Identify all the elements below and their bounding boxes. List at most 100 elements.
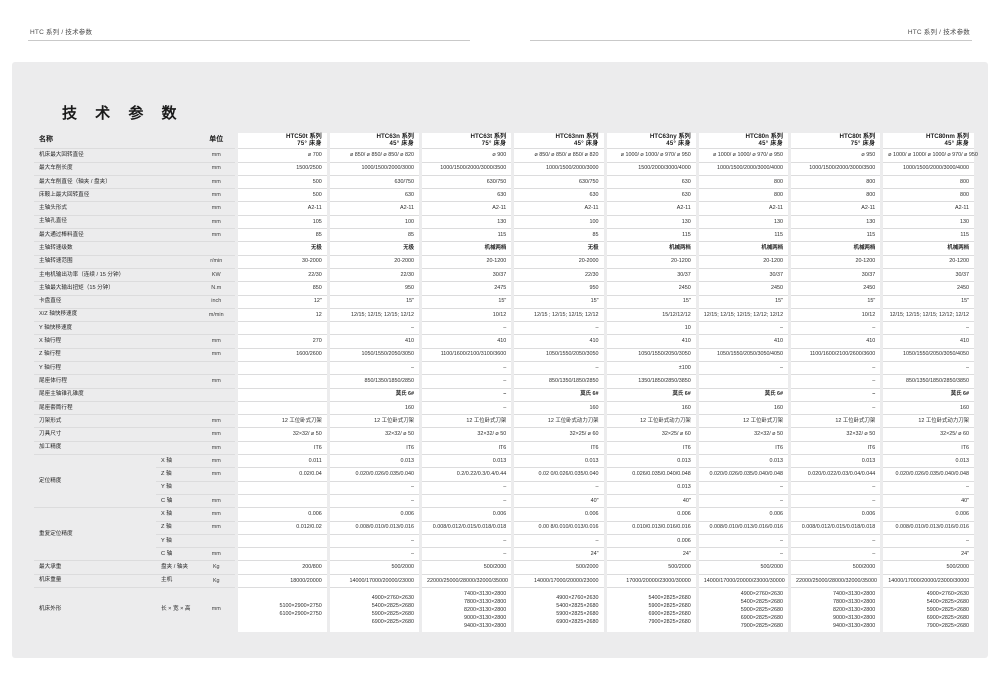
cell-value: 2450 <box>695 281 790 296</box>
cell-line: 410 <box>866 338 876 345</box>
row-sublabel: Y 轴 <box>156 534 198 549</box>
cell-line: 630 <box>405 191 414 198</box>
table-row: 最大通过棒料直径 mm 85 85 115 85 115 115 115 115 <box>34 228 974 243</box>
cell-value: 30/37 <box>880 268 974 283</box>
cell-value: 32×32/ ⌀ 50 <box>695 427 790 442</box>
cell-line: 850/1350/1850/2850 <box>364 378 414 385</box>
cell-line: 1350/1850/2850/3850 <box>638 378 691 385</box>
cell-value: – <box>880 361 974 376</box>
cell-value: 5400×2825×2680 5900×2825×2680 6900×2825×26… <box>603 587 698 632</box>
cell-value: 32×32/ ⌀ 50 <box>418 427 513 442</box>
row-sublabel: Z 轴 <box>156 467 198 482</box>
cell-line: 0.008/0.012/0.015/0.018/0.018 <box>432 524 507 531</box>
cell-line: 85 <box>315 231 322 238</box>
cell-line: 12 工位卧式动力刀架 <box>640 417 691 424</box>
table-row: 加工精度 mm IT6 IT6 IT6 IT6 IT6 IT6 IT6 IT6 <box>34 441 974 456</box>
row-label: 尾座主轴锥孔锥度 <box>34 388 156 402</box>
cell-line: 7800×3130×2800 <box>832 598 876 605</box>
cell-value: 0.013 <box>418 454 513 469</box>
cell-line: 1500/2000/3000/4000 <box>638 165 691 172</box>
cell-line: IT6 <box>406 444 414 451</box>
cell-line: 莫氏 6# <box>580 391 599 398</box>
cell-line: 100 <box>589 218 599 225</box>
cell-value: 100 <box>326 215 421 230</box>
cell-value: 115 <box>880 228 974 243</box>
cell-value: – <box>695 494 790 509</box>
cell-value: 410 <box>603 334 698 349</box>
cell-value: ⌀ 700 <box>234 148 329 163</box>
cell-value: 4900×2760×2630 5400×2825×2680 5900×2825×26… <box>880 587 974 632</box>
cell-value: – <box>418 374 513 389</box>
cell-value: 20-1200 <box>603 255 698 269</box>
cell-line: 9400×3130×2800 <box>832 622 876 629</box>
cell-line: 2450 <box>678 284 691 291</box>
cell-value: 10/12 <box>418 308 513 323</box>
cell-value: 630 <box>511 188 605 203</box>
cell-line: – <box>503 404 507 411</box>
cell-value: 500/2000 <box>326 560 421 575</box>
row-label: 最大车削直径（轴夹 / 盘夹） <box>34 175 156 190</box>
cell-value: 22000/25000/28000/32000/35000 <box>418 574 513 589</box>
spec-table: 名称 单位 HTC50t 系列 75° 床身 HTC63n 系列 45° 床身 HTC6… <box>34 133 978 632</box>
cell-line: 4900×2760×2630 <box>740 590 783 597</box>
row-unit: mm <box>198 547 236 562</box>
cell-line: 85 <box>592 231 599 238</box>
cell-line: IT6 <box>682 444 691 451</box>
cell-value: 15" <box>787 295 882 309</box>
cell-value: 14000/17000/20000/23000 <box>326 574 421 589</box>
cell-value: 800 <box>880 188 974 203</box>
cell-value: 410 <box>880 334 974 349</box>
row-unit: mm <box>198 162 236 176</box>
cell-value: – <box>418 401 513 416</box>
cell-value: 15" <box>418 295 513 309</box>
cell-line: A2-11 <box>492 205 507 212</box>
cell-value: 0.006 <box>326 507 421 522</box>
cell-value: 15" <box>511 295 605 309</box>
cell-line: 105 <box>312 218 322 225</box>
cell-value: 4900×2760×2630 5400×2825×2680 5900×2825×26… <box>695 587 790 632</box>
cell-line: 6900×2825×2680 <box>926 614 969 621</box>
cell-line: 0.006 <box>677 537 691 544</box>
model-bed-angle: 45° 床身 <box>944 140 969 147</box>
cell-value: 莫氏 6# <box>695 388 790 402</box>
cell-value: 0.006 <box>880 507 974 522</box>
cell-value: 机械两档 <box>603 241 698 256</box>
cell-value: 160 <box>603 401 698 416</box>
cell-value: 1000/1500/2000/3000 <box>511 162 605 176</box>
cell-line: 40" <box>590 497 599 504</box>
cell-value: 32×25/ ⌀ 60 <box>603 427 698 442</box>
cell-line: 1000/1500/2000/3000/3500 <box>809 165 876 172</box>
cell-line: 500/2000 <box>946 564 969 571</box>
cell-value: – <box>880 481 974 495</box>
row-sublabel <box>156 441 198 456</box>
model-name: HTC63t 系列 <box>470 133 507 140</box>
table-row: Y 轴 – – – 0.006 – – – <box>34 534 974 549</box>
cell-value: 130 <box>695 215 790 230</box>
cell-value: 630/750 <box>326 175 421 190</box>
model-header-6: HTC80t 系列 75° 床身 <box>787 133 882 150</box>
cell-value: 24" <box>880 547 974 562</box>
cell-line: A2-11 <box>955 205 969 212</box>
cell-line: – <box>872 550 876 557</box>
row-sublabel <box>156 414 198 429</box>
cell-value: 1000/1500/2000/3000/3500 <box>418 162 513 176</box>
cell-line: 机械两档 <box>853 245 876 252</box>
cell-line: 850/1350/1850/2850/3850 <box>906 378 969 385</box>
row-label: 重复定位精度 <box>34 507 156 562</box>
table-row: 机床重量 主机 Kg 18000/20000 14000/17000/20000/230… <box>34 574 974 589</box>
cell-line: IT6 <box>498 444 507 451</box>
cell-value: 7400×3130×2800 7800×3130×2800 8200×3130×28… <box>787 587 882 632</box>
cell-value: 14000/17000/20000/23000/30000 <box>695 574 790 589</box>
cell-line: 0.2/0.22/0.3/0.4/0.44 <box>456 471 507 478</box>
cell-value: 0.020/0.026/0.035/0.040 <box>326 467 421 482</box>
cell-line: 500 <box>312 191 322 198</box>
cell-value: 20-1200 <box>787 255 882 269</box>
cell-line: 0.008/0.012/0.015/0.018/0.018 <box>801 524 876 531</box>
cell-value: 800 <box>787 175 882 190</box>
cell-value: 40" <box>880 494 974 509</box>
cell-line: 20-1200 <box>486 258 507 265</box>
cell-value: 无极 <box>511 241 605 256</box>
cell-value: 160 <box>880 401 974 416</box>
cell-line: 17000/20000/23000/30000 <box>626 577 691 584</box>
cell-line: 4900×2760×2630 <box>556 594 599 601</box>
